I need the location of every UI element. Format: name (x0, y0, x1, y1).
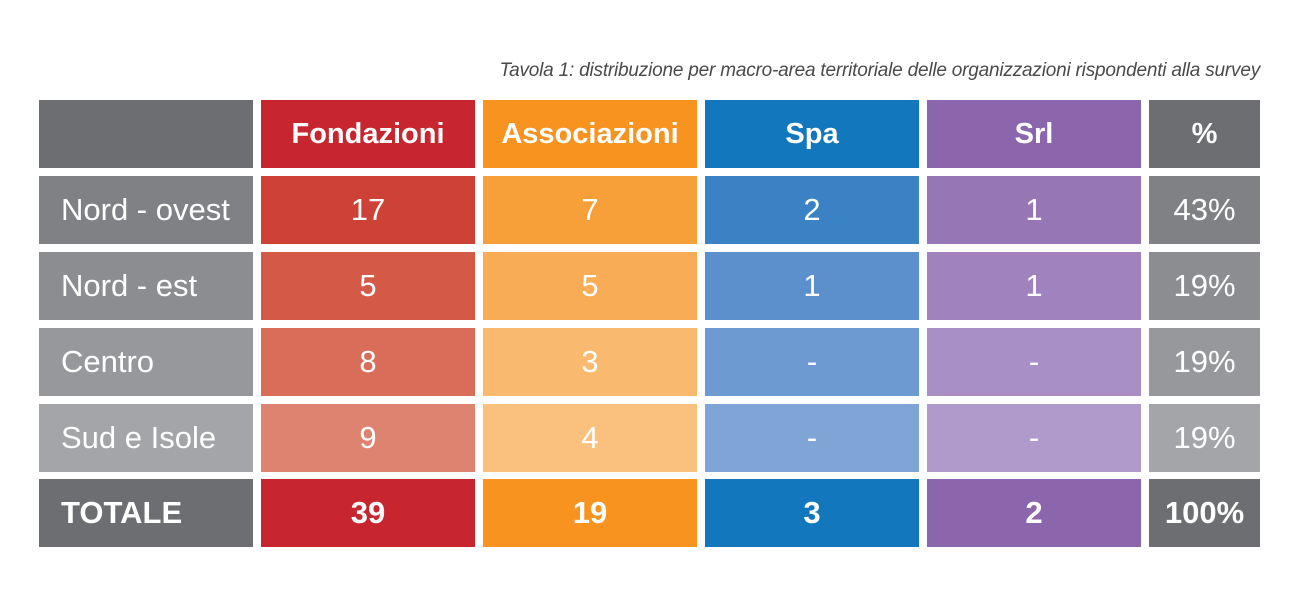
table-caption: Tavola 1: distribuzione per macro-area t… (499, 60, 1260, 81)
total-fondazioni: 39 (261, 479, 475, 547)
header-srl: Srl (927, 100, 1141, 168)
row-label: Centro (39, 328, 253, 396)
cell-percent: 19% (1149, 252, 1260, 320)
cell-associazioni: 5 (483, 252, 697, 320)
total-spa: 3 (705, 479, 919, 547)
total-percent: 100% (1149, 479, 1260, 547)
cell-associazioni: 7 (483, 176, 697, 244)
row-label: Sud e Isole (39, 404, 253, 472)
header-fondazioni: Fondazioni (261, 100, 475, 168)
row-label: Nord - est (39, 252, 253, 320)
cell-associazioni: 3 (483, 328, 697, 396)
header-spa: Spa (705, 100, 919, 168)
cell-percent: 19% (1149, 328, 1260, 396)
cell-fondazioni: 5 (261, 252, 475, 320)
header-percent: % (1149, 100, 1260, 168)
header-corner-cell (39, 100, 253, 168)
total-associazioni: 19 (483, 479, 697, 547)
cell-fondazioni: 9 (261, 404, 475, 472)
cell-srl: 1 (927, 176, 1141, 244)
cell-srl: 1 (927, 252, 1141, 320)
row-label: Nord - ovest (39, 176, 253, 244)
cell-spa: 2 (705, 176, 919, 244)
cell-spa: - (705, 404, 919, 472)
total-srl: 2 (927, 479, 1141, 547)
total-label: TOTALE (39, 479, 253, 547)
cell-spa: 1 (705, 252, 919, 320)
cell-fondazioni: 8 (261, 328, 475, 396)
cell-associazioni: 4 (483, 404, 697, 472)
header-associazioni: Associazioni (483, 100, 697, 168)
cell-fondazioni: 17 (261, 176, 475, 244)
cell-srl: - (927, 404, 1141, 472)
cell-percent: 19% (1149, 404, 1260, 472)
cell-spa: - (705, 328, 919, 396)
cell-percent: 43% (1149, 176, 1260, 244)
cell-srl: - (927, 328, 1141, 396)
